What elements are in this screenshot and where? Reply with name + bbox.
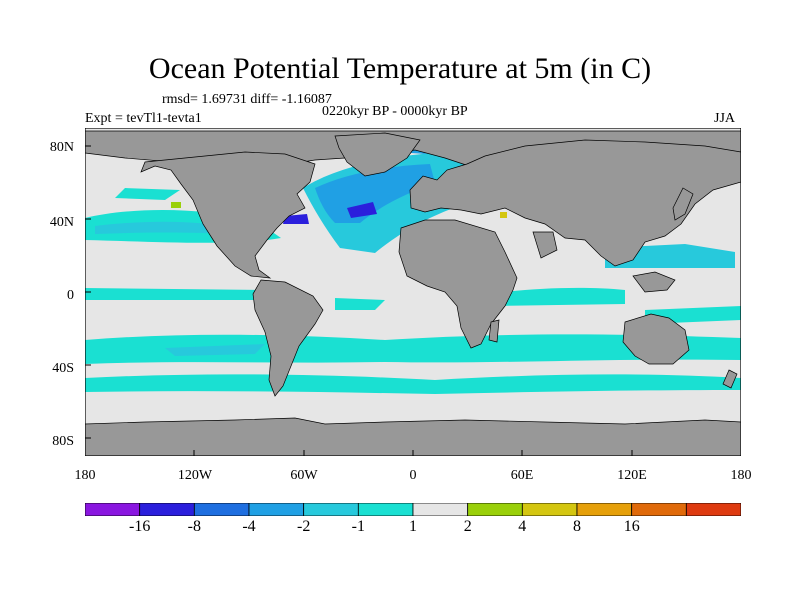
australia — [622, 313, 690, 365]
colorbar-label: 16 — [623, 518, 640, 535]
colorbar — [85, 503, 741, 516]
madagascar — [488, 319, 500, 343]
bering-cooling-region — [115, 188, 180, 200]
warming-anomaly-layer — [171, 202, 507, 218]
greenland — [334, 132, 421, 177]
south-america — [252, 279, 324, 397]
equatorial-atlantic-cooling — [335, 298, 385, 310]
mid-atlantic-max-cooling — [347, 202, 377, 218]
new-zealand — [722, 369, 738, 389]
southern-ocean-cooling-band — [85, 334, 741, 364]
colorbar-swatch — [631, 503, 687, 516]
colorbar-swatch — [193, 503, 250, 516]
indian-ocean-equatorial-cooling — [495, 287, 625, 306]
north-america — [140, 151, 316, 279]
lon-label-180w: 180 — [74, 468, 96, 483]
colorbar-swatch — [685, 503, 741, 516]
colorbar-swatch — [467, 503, 523, 516]
equatorial-pacific-cooling — [85, 288, 275, 300]
colorbar-label: -1 — [351, 518, 365, 535]
colorbar-swatch — [412, 503, 469, 516]
pacific-warm-spot — [171, 202, 181, 208]
south-pacific-cooling-core — [165, 344, 265, 356]
maritime-continent — [632, 271, 676, 293]
experiment-label: Expt = tevTl1-tevta1 — [85, 111, 202, 126]
lat-label-80n: 80N — [49, 140, 74, 155]
colorbar-swatch — [521, 503, 578, 516]
gulf-of-maine-max-cooling — [283, 214, 309, 224]
lon-label-120e: 120E — [617, 468, 647, 483]
colorbar-label: 8 — [573, 518, 581, 535]
land-masses — [85, 130, 741, 456]
temperature-difference-map — [85, 128, 741, 456]
rmsd-diff-stats: rmsd= 1.69731 diff= -1.16087 — [162, 92, 332, 107]
colorbar-label: -2 — [297, 518, 311, 535]
colorbar-label: -8 — [187, 518, 201, 535]
lon-label-0: 0 — [409, 468, 417, 483]
colorbar-label: -4 — [242, 518, 256, 535]
colorbar-swatch — [357, 503, 414, 516]
colorbar-swatch — [139, 503, 195, 516]
colorbar-swatch — [248, 503, 305, 516]
colorbar-swatch — [303, 503, 359, 516]
lat-label-0: 0 — [67, 288, 74, 303]
lon-label-120w: 120W — [177, 468, 213, 483]
lat-label-40s: 40S — [52, 361, 74, 376]
north-pacific-cooling-core — [95, 221, 235, 234]
india — [532, 231, 558, 259]
lat-label-40n: 40N — [49, 215, 74, 230]
north-atlantic-strong-cooling — [315, 164, 435, 223]
eurasia — [409, 139, 741, 267]
lon-label-180e: 180 — [730, 468, 752, 483]
africa — [398, 219, 518, 349]
antarctica — [85, 417, 741, 456]
colorbar-swatch — [576, 503, 633, 516]
colorbar-label: 2 — [463, 518, 472, 535]
japan — [672, 187, 694, 221]
colorbar-label: -16 — [129, 518, 151, 535]
colorbar-label: 4 — [518, 518, 527, 535]
colorbar-swatch — [85, 503, 141, 516]
lon-label-60e: 60E — [510, 468, 534, 483]
caspian-warm-spot — [500, 212, 507, 218]
map-tick-marks — [85, 145, 633, 456]
lon-label-60w: 60W — [290, 468, 318, 483]
colorbar-label: 1 — [409, 518, 417, 535]
season-label: JJA — [714, 111, 736, 126]
time-period-label: 0220kyr BP - 0000kyr BP — [322, 104, 468, 119]
subantarctic-cooling-band — [85, 374, 741, 394]
figure-title: Ocean Potential Temperature at 5m (in C) — [148, 52, 652, 85]
lat-label-80s: 80S — [52, 434, 74, 449]
